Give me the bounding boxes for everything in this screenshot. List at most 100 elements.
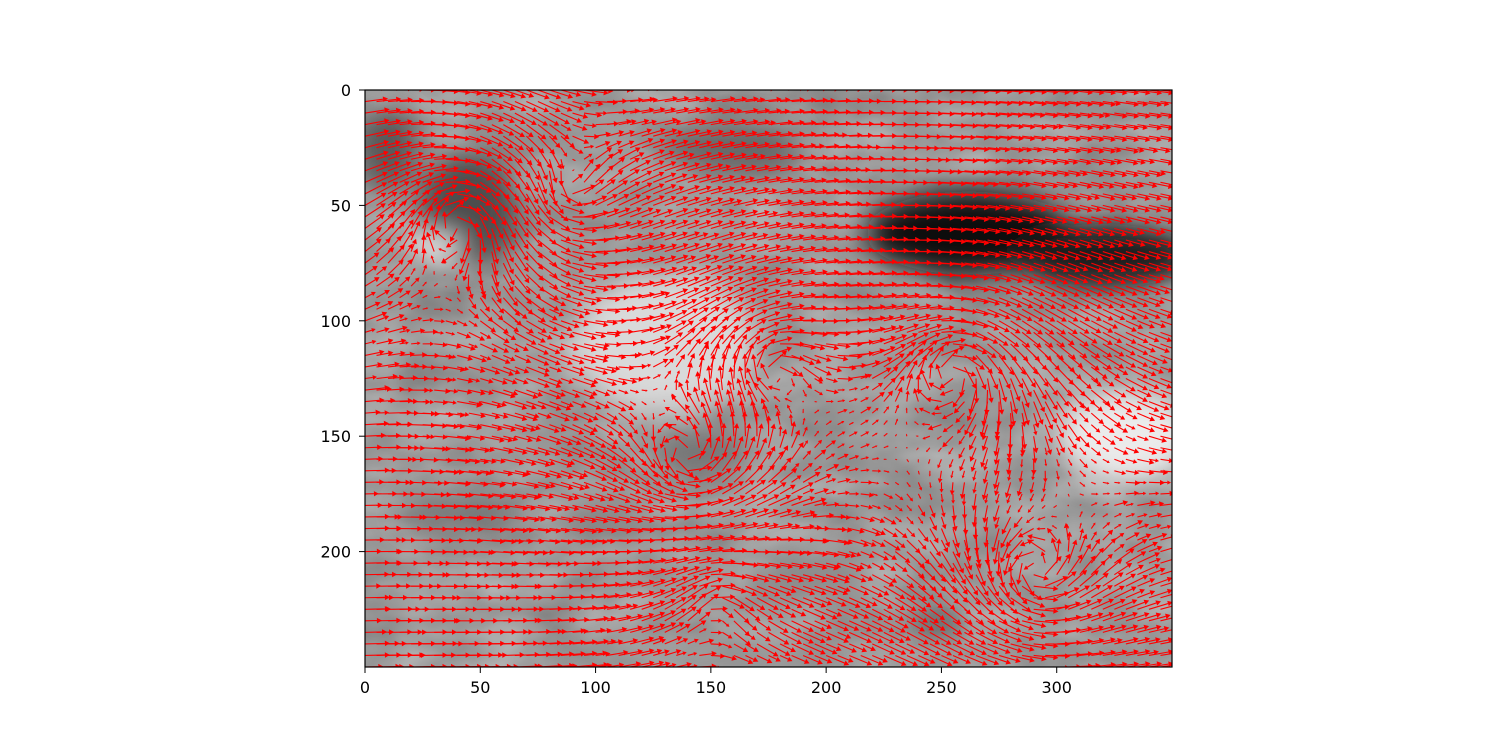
quiver-arrow xyxy=(699,185,724,195)
quiver-arrow xyxy=(572,124,588,131)
quiver-arrow xyxy=(826,666,828,667)
quiver-arrow xyxy=(1068,181,1093,189)
quiver-arrow xyxy=(445,239,458,248)
quiver-arrow xyxy=(466,228,472,254)
quiver-arrow xyxy=(641,219,666,230)
quiver-arrow xyxy=(618,119,637,126)
quiver-arrow xyxy=(1079,216,1104,225)
quiver-arrow xyxy=(468,170,492,181)
quiver-arrow xyxy=(883,247,909,254)
quiver-arrow xyxy=(814,666,817,667)
quiver-arrow xyxy=(641,138,666,149)
quiver-arrow xyxy=(664,254,689,264)
quiver-arrow xyxy=(722,243,747,253)
quiver-arrow xyxy=(733,254,757,264)
quiver-arrow xyxy=(491,262,500,288)
quiver-arrow xyxy=(699,129,724,137)
quiver-arrow xyxy=(941,666,943,667)
quiver-arrow xyxy=(429,224,436,241)
quiver-arrow xyxy=(756,188,778,195)
quiver-arrow xyxy=(537,239,558,256)
quiver-arrow xyxy=(1171,493,1172,494)
y-tick-label: 0 xyxy=(341,81,351,100)
quiver-arrow xyxy=(1021,262,1046,272)
quiver-arrow xyxy=(503,101,527,112)
x-tick-label: 300 xyxy=(1041,678,1072,697)
quiver-arrow xyxy=(479,181,501,197)
quiver-arrow xyxy=(779,210,805,218)
quiver-arrow xyxy=(1171,320,1172,322)
quiver-arrow xyxy=(1171,240,1172,241)
quiver-arrow xyxy=(583,179,605,195)
quiver-arrow xyxy=(595,110,608,116)
quiver-arrow xyxy=(618,232,643,241)
quiver-arrow xyxy=(710,152,736,160)
quiver-arrow xyxy=(849,189,875,196)
quiver-arrow xyxy=(433,191,455,206)
quiver-arrow xyxy=(595,208,620,218)
quiver-arrow xyxy=(756,666,759,667)
quiver-arrow xyxy=(434,229,447,241)
quiver-arrow xyxy=(1137,204,1162,213)
quiver-arrow xyxy=(756,255,782,264)
quiver-arrow xyxy=(618,157,640,172)
quiver-arrow xyxy=(895,666,897,667)
quiver-arrow xyxy=(1102,216,1126,225)
quiver-arrow xyxy=(560,182,571,205)
quiver-arrow xyxy=(572,169,575,172)
quiver-arrow xyxy=(399,171,423,183)
quiver-arrow xyxy=(629,195,652,206)
quiver-arrow xyxy=(998,262,1024,271)
quiver-arrow xyxy=(687,174,712,183)
quiver-arrow xyxy=(491,90,516,99)
quiver-arrow xyxy=(537,159,548,181)
quiver-arrow xyxy=(641,255,666,264)
quiver-arrow xyxy=(699,242,723,253)
quiver-arrow xyxy=(837,132,863,138)
quiver-arrow xyxy=(365,192,387,206)
quiver-arrow xyxy=(641,243,666,253)
quiver-arrow xyxy=(710,186,735,195)
quiver-arrow xyxy=(733,164,757,172)
quiver-arrow xyxy=(710,220,735,230)
quiver-arrow xyxy=(1091,204,1116,213)
quiver-arrow xyxy=(560,147,568,157)
quiver-arrow xyxy=(618,147,641,160)
quiver-arrow xyxy=(537,147,552,169)
quiver-arrow xyxy=(365,252,380,264)
quiver-arrow xyxy=(629,170,653,183)
quiver-arrow xyxy=(710,174,735,183)
quiver-arrow xyxy=(491,101,516,111)
quiver-arrow xyxy=(445,200,465,218)
quiver-arrow xyxy=(1114,251,1139,261)
quiver-arrow xyxy=(549,262,572,276)
quiver-arrow xyxy=(1114,170,1139,178)
quiver-arrow xyxy=(1160,147,1172,151)
quiver-arrow xyxy=(491,205,507,226)
quiver-arrow xyxy=(791,666,794,667)
quiver-arrow xyxy=(641,149,665,160)
quiver-arrow xyxy=(618,130,635,137)
quiver-arrow xyxy=(710,140,736,149)
quiver-arrow xyxy=(1068,216,1093,225)
quiver-arrow xyxy=(514,182,529,203)
quiver-arrow xyxy=(1171,447,1172,449)
quiver-arrow xyxy=(664,139,689,149)
quiver-arrow xyxy=(502,147,523,164)
quiver-arrow xyxy=(376,140,401,149)
quiver-arrow xyxy=(629,182,653,195)
quiver-arrow xyxy=(641,127,666,137)
quiver-arrow xyxy=(710,208,735,218)
quiver-arrow xyxy=(1171,666,1172,667)
quiver-arrow xyxy=(1056,204,1081,213)
quiver-arrow xyxy=(768,199,794,206)
quiver-arrow xyxy=(687,196,712,206)
quiver-arrow xyxy=(514,228,529,250)
quiver-arrow xyxy=(849,167,871,173)
quiver-arrow xyxy=(1010,227,1035,236)
quiver-arrow xyxy=(434,165,459,172)
quiver-arrow xyxy=(998,239,1024,247)
quiver-arrow xyxy=(525,205,541,226)
quiver-arrow xyxy=(479,216,492,240)
y-tick-label: 100 xyxy=(320,312,351,331)
